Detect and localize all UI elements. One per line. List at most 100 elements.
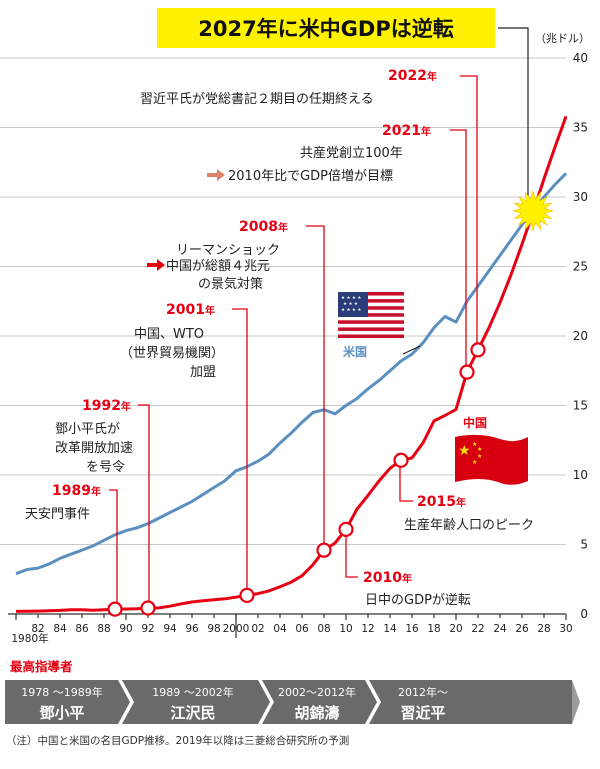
svg-text:★: ★ [458,443,471,459]
title-background [157,8,495,48]
note-2008-line-2: 中国が総額４兆元 [166,259,270,274]
era-chevron-2 [122,680,270,724]
leader-line-2001 [232,308,248,599]
chart-title: 2027年に米中GDPは逆転 [198,17,454,41]
era-1-name: 鄧小平 [39,704,84,722]
y-tick-label: 5 [580,538,588,552]
grid-layer [0,57,566,545]
x-tick-label: 18 [427,623,440,635]
x-tick-label: 1980年 [11,632,48,645]
svg-text:★ ★ ★ ★: ★ ★ ★ ★ [341,295,361,301]
us-series-label: 米国 [343,344,367,359]
crossover-burst-icon [511,189,555,233]
note-2021-line-2: 2010年比でGDP倍増が目標 [228,169,393,184]
note-2022-line-1: 習近平氏が党総書記２期目の任期終える [140,91,374,107]
leader-line-2022 [460,75,478,352]
leaders-heading: 最高指導者 [10,659,73,674]
china-marker-2022 [470,342,486,358]
x-tick-label: 10 [339,623,352,635]
era-chevron-3 [262,680,377,724]
x-tick-label: 28 [537,623,550,635]
x-tick-label: 82 [31,623,44,635]
era-3-period: 2002～2012年 [278,685,356,699]
leader-line-2021 [450,129,467,375]
y-tick-label: 25 [573,260,588,274]
y-tick-label: 40 [573,51,588,65]
svg-text:★: ★ [472,441,477,448]
x-tick-label: 94 [163,623,177,635]
era-4-name: 習近平 [400,704,445,722]
x-tick-label: 90 [119,623,132,635]
x-tick-label: 02 [251,623,264,635]
leader-line-2015 [399,463,413,502]
x-tick-label: 14 [383,623,397,635]
china-marker-1992 [140,600,156,616]
note-1989-line-1: 天安門事件 [25,507,90,522]
annotation-2010: 2010年 日中のGDPが逆転 [363,570,471,608]
x-tick-label: 86 [75,623,89,635]
flag-stripe [338,320,404,324]
note-2010-line-1: 日中のGDPが逆転 [365,592,471,608]
era-arrow-tip-icon [572,680,580,724]
year-2021-label: 2021年 [382,123,431,139]
leader-line-2008 [306,225,325,552]
svg-text:★: ★ [477,446,482,453]
x-tick-label: 04 [273,623,287,635]
china-marker-2015 [393,452,409,468]
china-marker-2021 [459,364,475,380]
year-2022-label: 2022年 [388,68,437,84]
annotation-2015: 2015年 生産年齢人口のピーク [404,494,534,533]
note-2008-line-1: リーマンショック [176,243,280,258]
series-layer [15,115,568,613]
leader-line-title [498,27,529,200]
china-marker-2010 [338,521,354,537]
year-2010-label: 2010年 [363,570,412,586]
y-tick-label: 35 [573,121,588,135]
annotation-2001: 2001年 中国、WTO （世界貿易機関） 加盟 [120,302,224,380]
note-2008-line-3: の景気対策 [198,276,263,292]
china-marker-2008 [316,542,332,558]
marker-layer [107,342,486,617]
leaders-band: 1978 ～1989年 鄧小平 1989 ～2002年 江沢民 2002～201… [5,680,580,724]
china-marker-2001 [239,587,255,603]
x-tick-label: 96 [185,623,199,635]
y-tick-label: 15 [573,399,588,413]
flag-stripe [338,306,404,310]
note-1992-line-2: 改革開放加速 [55,441,133,456]
note-2001-line-3: 加盟 [190,365,216,380]
year-2015-label: 2015年 [417,494,466,510]
leader-lines [109,27,529,612]
leader-line-2010 [345,533,358,578]
x-tick-label: 92 [141,623,154,635]
era-4-period: 2012年～ [398,685,448,699]
year-1992-label: 1992年 [82,398,131,414]
svg-text:★ ★ ★: ★ ★ ★ [343,301,358,307]
y-tick-label: 20 [573,329,588,343]
x-tick-label: 12 [361,623,374,635]
era-1-period: 1978 ～1989年 [21,685,103,699]
y-axis-unit: （兆ドル） [535,32,590,45]
leader-line-1992 [138,404,150,612]
flag-stripe [338,327,404,331]
note-2001-line-2: （世界貿易機関） [120,346,224,361]
x-tick-label: 24 [493,623,507,635]
note-1992-line-1: 鄧小平氏が [55,422,120,437]
flag-stripe [338,292,404,296]
x-tick-label: 22 [471,623,484,635]
x-tick-label: 06 [295,623,309,635]
x-tick-label: 30 [559,623,572,635]
us-gdp-line [15,172,568,576]
flag-stripe [338,334,404,339]
x-tick-label: 26 [515,623,529,635]
note-2015-line-1: 生産年齢人口のピーク [404,517,534,533]
x-tick-label: 88 [97,623,110,635]
china-flag-icon: ★ ★ ★ ★ ★ [455,434,528,485]
leader-line-1989 [109,489,118,612]
arrow-2021-icon [207,169,225,181]
x-tick-label: 84 [53,623,67,635]
annotation-1992: 1992年 鄧小平氏が 改革開放加速 を号令 [55,398,133,475]
era-2-name: 江沢民 [170,704,215,722]
us-flag-icon: ★ ★ ★ ★ ★ ★ ★ ★ ★ ★ ★ [338,292,404,339]
